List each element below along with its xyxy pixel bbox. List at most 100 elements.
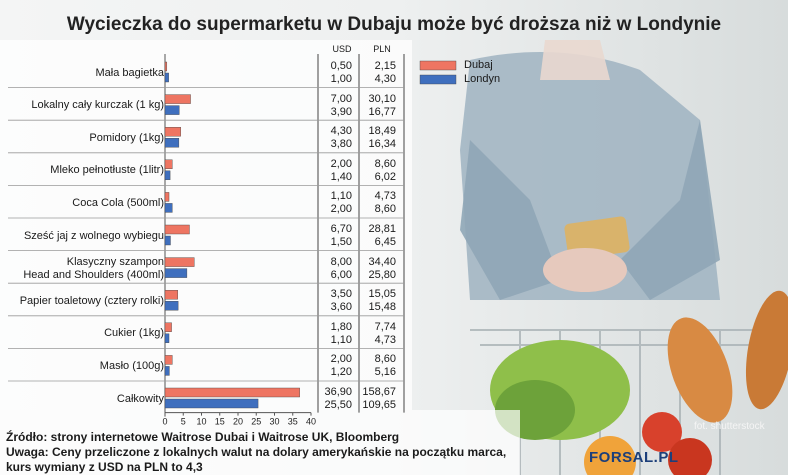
row-label-line: Sześć jaj z wolnego wybiegu [23,229,164,242]
value-pln-london: 16,34 [368,138,396,151]
row-label-line: Head and Shoulders (400ml) [23,268,164,281]
value-usd-dubai: 0,50 [330,60,352,72]
row-label-line: Mała bagietka [95,66,165,79]
value-usd-dubai: 3,50 [330,288,352,301]
source-text: Źródło: strony internetowe Waitrose Duba… [6,430,400,444]
bar-dubai [164,192,170,202]
value-usd-london: 1,20 [330,366,352,379]
value-pln-dubai: 15,05 [368,288,396,301]
legend-label-dubai: Dubaj [464,59,493,71]
value-pln-dubai: 8,60 [374,353,396,366]
row-label-line: Papier toaletowy (cztery rolki) [19,294,164,307]
x-tick-label: 30 [269,417,279,427]
value-usd-london: 3,90 [330,105,352,118]
x-tick-label: 0 [162,417,167,427]
row-label: Papier toaletowy (cztery rolki) [20,295,164,308]
bar-london [164,333,170,343]
value-pln-london: 4,30 [374,73,396,85]
legend-label-london: Londyn [464,73,501,85]
row-label-line: Coca Cola (500ml) [72,196,164,209]
x-tick-label: 5 [181,417,186,427]
row-label: Mała bagietka [96,67,165,80]
bread-2 [745,290,788,410]
column-header-pln: PLN [373,44,391,54]
bar-london [164,366,170,376]
row-label-line: Lokalny cały kurczak (1 kg) [31,99,164,112]
value-usd-london: 1,40 [330,170,352,183]
bar-dubai [164,387,300,398]
x-tick-label: 20 [233,417,243,427]
note-text: Uwaga: Ceny przeliczone z lokalnych walu… [6,445,507,459]
value-usd-london: 3,60 [330,301,352,314]
row-label: Mleko pełnotłuste (1litr) [50,164,164,177]
bar-london [164,170,171,181]
bar-dubai [164,322,172,332]
value-usd-dubai: 8,00 [330,255,352,268]
value-usd-dubai: 1,10 [330,190,352,203]
row-label: Coca Cola (500ml) [72,197,164,210]
row-label: Całkowity [117,393,164,406]
value-pln-london: 25,80 [368,268,396,281]
person-arm-left [460,140,560,300]
x-axis: 0 5 10 15 20 25 30 35 40 [162,412,316,427]
bar-dubai [164,61,168,72]
value-pln-london: 4,73 [374,333,396,346]
value-usd-dubai: 6,70 [330,223,352,235]
value-pln-dubai: 28,81 [368,223,396,235]
value-usd-london: 6,00 [330,268,352,281]
tomato-2 [668,438,712,475]
value-pln-london: 109,65 [362,399,396,411]
legend [419,60,457,85]
value-usd-dubai: 2,00 [330,157,352,170]
legend-swatch-london [419,74,457,85]
value-usd-dubai: 7,00 [330,92,352,105]
bar-london [164,235,171,246]
value-pln-dubai: 8,60 [374,157,396,170]
bar-london [164,398,259,409]
legend-swatch-dubai [419,60,457,71]
bar-dubai [164,94,191,104]
bar-dubai [164,290,178,300]
value-usd-london: 3,80 [330,138,352,151]
column-header-usd: USD [332,44,352,54]
value-pln-dubai: 30,10 [368,92,396,105]
bar-london [164,203,173,213]
hands [543,248,627,292]
value-pln-london: 15,48 [368,301,396,314]
value-usd-dubai: 1,80 [330,320,352,333]
tomato [642,412,682,452]
value-usd-dubai: 36,90 [324,386,352,398]
bar-london [164,105,180,115]
bar-dubai [164,355,173,365]
value-pln-dubai: 2,15 [374,60,396,72]
x-tick-label: 15 [215,417,225,427]
row-label-line: Całkowity [116,392,164,405]
row-label-line: Klasyczny szampon [66,255,164,268]
row-label-line: Masło (100g) [99,359,164,372]
row-label-line: Pomidory (1kg) [89,131,164,144]
value-usd-dubai: 4,30 [330,125,352,138]
x-tick-label: 10 [196,417,206,427]
bar-london [164,72,169,83]
orange [584,436,636,475]
person-arm-right [620,120,720,300]
value-usd-london: 1,50 [330,236,352,248]
exchange-rate-text: kurs wymiany z USD na PLN to 4,3 [6,460,203,474]
bar-london [164,137,180,148]
row-label: Lokalny cały kurczak (1 kg) [31,99,164,112]
forsal-logo: FORSAL.PL [589,449,679,466]
x-tick-label: 25 [251,417,261,427]
bar-dubai [164,257,195,267]
footer-area [0,410,520,475]
value-usd-london: 1,00 [330,73,352,85]
value-pln-dubai: 158,67 [362,386,396,398]
bar-london [164,301,179,311]
x-tick-label: 35 [288,417,298,427]
bar-dubai [164,159,173,170]
value-usd-london: 1,10 [330,333,352,346]
value-pln-dubai: 34,40 [368,255,396,268]
value-pln-dubai: 18,49 [368,125,396,138]
value-pln-london: 6,45 [374,236,396,248]
value-usd-dubai: 2,00 [330,353,352,366]
